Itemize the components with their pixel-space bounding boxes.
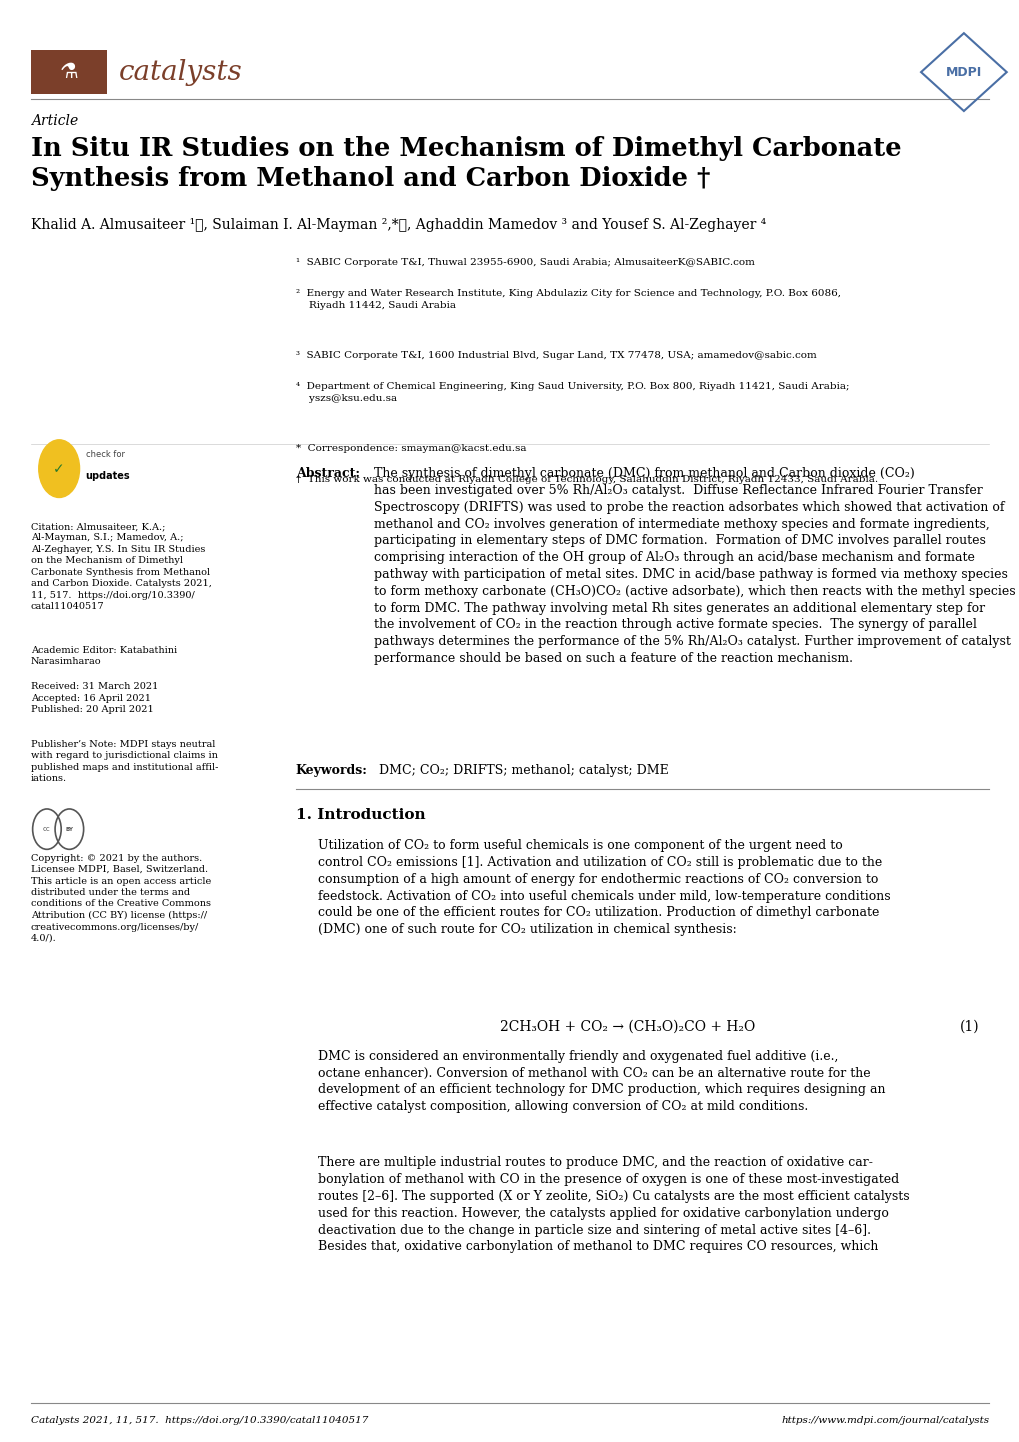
Text: The synthesis of dimethyl carbonate (DMC) from methanol and Carbon dioxide (CO₂): The synthesis of dimethyl carbonate (DMC… xyxy=(374,467,1015,665)
Text: DMC; CO₂; DRIFTS; methanol; catalyst; DME: DMC; CO₂; DRIFTS; methanol; catalyst; DM… xyxy=(379,764,668,777)
FancyBboxPatch shape xyxy=(31,50,107,94)
Text: *  Correspondence: smayman@kacst.edu.sa: * Correspondence: smayman@kacst.edu.sa xyxy=(296,444,526,453)
Text: 2CH₃OH + CO₂ → (CH₃O)₂CO + H₂O: 2CH₃OH + CO₂ → (CH₃O)₂CO + H₂O xyxy=(499,1019,754,1034)
Text: Citation: Almusaiteer, K.A.;
Al-Mayman, S.I.; Mamedov, A.;
Al-Zeghayer, Y.S. In : Citation: Almusaiteer, K.A.; Al-Mayman, … xyxy=(31,522,211,611)
Text: ✓: ✓ xyxy=(53,461,65,476)
Text: Catalysts 2021, 11, 517.  https://doi.org/10.3390/catal11040517: Catalysts 2021, 11, 517. https://doi.org… xyxy=(31,1416,368,1425)
Text: ¹  SABIC Corporate T&I, Thuwal 23955-6900, Saudi Arabia; AlmusaiteerK@SABIC.com: ¹ SABIC Corporate T&I, Thuwal 23955-6900… xyxy=(296,258,754,267)
Text: ⁴  Department of Chemical Engineering, King Saud University, P.O. Box 800, Riyad: ⁴ Department of Chemical Engineering, Ki… xyxy=(296,382,849,402)
Text: Publisher’s Note: MDPI stays neutral
with regard to jurisdictional claims in
pub: Publisher’s Note: MDPI stays neutral wit… xyxy=(31,740,218,783)
Text: Utilization of CO₂ to form useful chemicals is one component of the urgent need : Utilization of CO₂ to form useful chemic… xyxy=(318,839,890,936)
Text: catalysts: catalysts xyxy=(118,59,242,85)
Text: Copyright: © 2021 by the authors.
Licensee MDPI, Basel, Switzerland.
This articl: Copyright: © 2021 by the authors. Licens… xyxy=(31,854,211,943)
Text: updates: updates xyxy=(86,472,130,480)
Text: check for: check for xyxy=(86,450,124,459)
Text: Received: 31 March 2021
Accepted: 16 April 2021
Published: 20 April 2021: Received: 31 March 2021 Accepted: 16 Apr… xyxy=(31,682,158,714)
Text: ²  Energy and Water Research Institute, King Abdulaziz City for Science and Tech: ² Energy and Water Research Institute, K… xyxy=(296,288,840,310)
Text: ⚗: ⚗ xyxy=(60,62,78,82)
Text: †  This work was conducted at Riyadh College of Technology, Salahuddin District,: † This work was conducted at Riyadh Coll… xyxy=(296,476,877,485)
Text: MDPI: MDPI xyxy=(945,65,981,79)
Text: 1. Introduction: 1. Introduction xyxy=(296,808,425,822)
Circle shape xyxy=(39,440,79,497)
Text: https://www.mdpi.com/journal/catalysts: https://www.mdpi.com/journal/catalysts xyxy=(781,1416,988,1425)
Text: cc: cc xyxy=(43,826,51,832)
Text: (1): (1) xyxy=(959,1019,978,1034)
Text: There are multiple industrial routes to produce DMC, and the reaction of oxidati: There are multiple industrial routes to … xyxy=(318,1156,909,1253)
Text: DMC is considered an environmentally friendly and oxygenated fuel additive (i.e.: DMC is considered an environmentally fri… xyxy=(318,1050,884,1113)
Text: Academic Editor: Katabathini
Narasimharao: Academic Editor: Katabathini Narasimhara… xyxy=(31,646,176,666)
Text: Khalid A. Almusaiteer ¹ⓘ, Sulaiman I. Al-Mayman ²,*ⓘ, Aghaddin Mamedov ³ and You: Khalid A. Almusaiteer ¹ⓘ, Sulaiman I. Al… xyxy=(31,218,765,232)
Text: Abstract:: Abstract: xyxy=(296,467,360,480)
Text: Keywords:: Keywords: xyxy=(296,764,367,777)
Text: ³  SABIC Corporate T&I, 1600 Industrial Blvd, Sugar Land, TX 77478, USA; amamedo: ³ SABIC Corporate T&I, 1600 Industrial B… xyxy=(296,352,816,360)
Text: BY: BY xyxy=(65,826,73,832)
Text: Article: Article xyxy=(31,114,77,128)
Text: In Situ IR Studies on the Mechanism of Dimethyl Carbonate
Synthesis from Methano: In Situ IR Studies on the Mechanism of D… xyxy=(31,136,901,192)
